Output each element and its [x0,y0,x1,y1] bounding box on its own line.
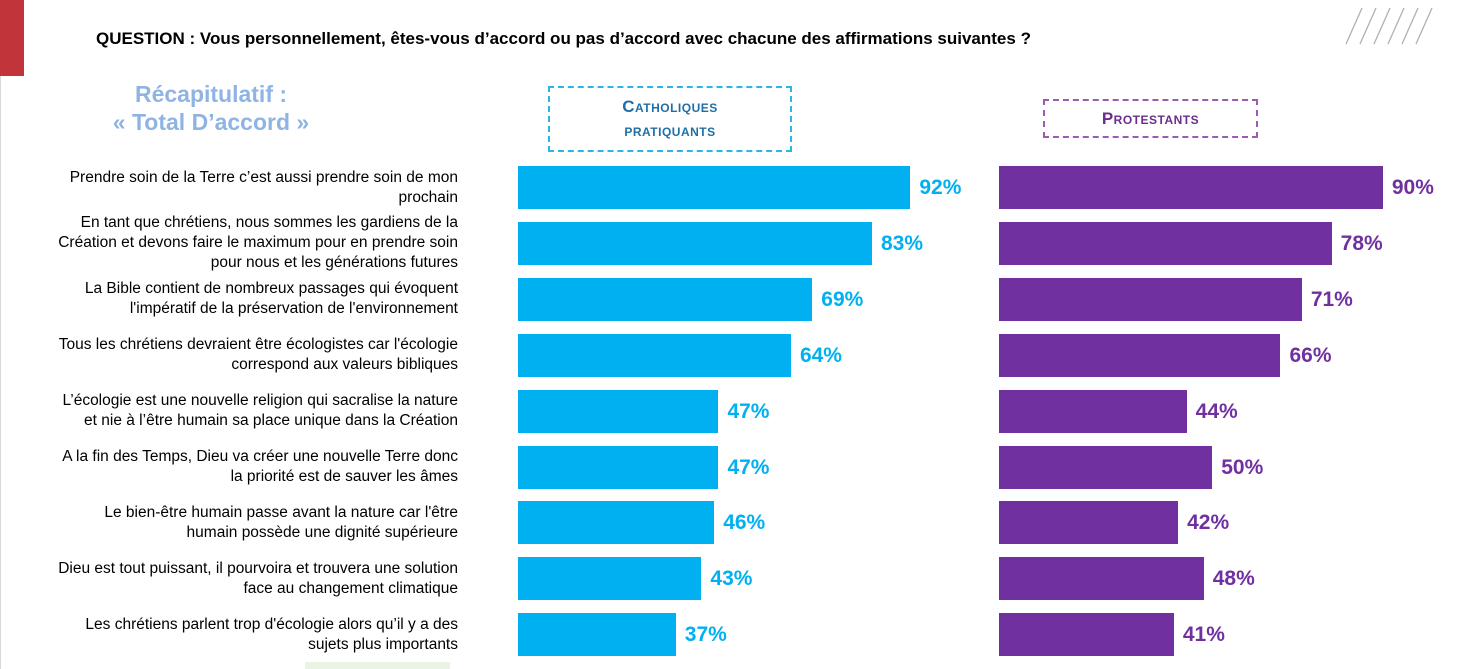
value-label-cath: 47% [727,455,770,479]
value-label-prot: 66% [1289,343,1332,367]
header-catholiques-line2: pratiquants [624,121,716,140]
value-label-prot: 44% [1195,399,1238,423]
bar-prot [999,277,1302,321]
statement-label-line: prochain [398,188,458,206]
statement-label-line: Tous les chrétiens devraient être écolog… [58,336,458,354]
accent-red-tab [0,0,24,76]
recap-title-line1: Récapitulatif : [134,81,288,107]
question-text: QUESTION : Vous personnellement, êtes-vo… [96,29,1031,48]
statement-label-line: Dieu est tout puissant, il pourvoira et … [58,559,458,577]
bar-cath [518,277,813,321]
header-catholiques: Catholiques pratiquants [548,86,792,152]
statement-label: La Bible contient de nombreux passages q… [20,279,458,319]
bar-prot [999,501,1179,545]
value-label-prot: 48% [1212,567,1255,591]
value-label-prot: 50% [1221,455,1264,479]
footer-green-tab [305,662,450,669]
statement-label: Le bien-être humain passe avant la natur… [20,503,458,543]
value-label-prot: 78% [1340,231,1383,255]
statement-label-line: Création et devons faire le maximum pour… [58,234,458,252]
value-label-prot: 42% [1187,511,1230,535]
statement-label-line: La Bible contient de nombreux passages q… [84,280,458,298]
statement-label: Dieu est tout puissant, il pourvoira et … [20,559,458,599]
statement-label-line: pour nous et les générations futures [210,254,458,272]
statement-label-line: Les chrétiens parlent trop d'écologie al… [85,615,458,633]
value-label-prot: 90% [1391,176,1434,199]
bar-prot [999,389,1187,433]
statement-label-line: la priorité est de sauver les âmes [230,468,458,485]
bar-cath [518,389,719,433]
recap-title: Récapitulatif : « Total D’accord » [86,80,336,136]
statement-label: L’écologie est une nouvelle religion qui… [20,391,458,431]
bar-cath [518,501,715,545]
left-border-line [0,76,1,669]
value-label-cath: 46% [723,511,766,535]
statement-label: A la fin des Temps, Dieu va créer une no… [20,447,458,487]
bar-cath [518,445,719,489]
statement-label: Prendre soin de la Terre c’est aussi pre… [20,168,458,208]
value-label-cath: 64% [799,343,842,367]
bar-prot [999,221,1332,265]
header-catholiques-line1: Catholiques [622,97,718,116]
value-label-cath: 83% [880,231,924,255]
recap-title-line2: « Total D’accord » [112,109,310,135]
bar-cath [518,221,872,265]
statement-label-line: correspond aux valeurs bibliques [231,356,458,374]
statement-label-line: L’écologie est une nouvelle religion qui… [62,392,458,410]
hatch-decoration-icon [1345,7,1433,45]
value-label-prot: 41% [1182,623,1225,647]
bar-cath [518,557,702,601]
statement-label-line: l'impératif de la préservation de l'envi… [129,300,458,318]
header-protestants-label: Protestants [1101,108,1200,128]
statement-label-line: Le bien-être humain passe avant la natur… [104,503,458,521]
value-label-cath: 92% [919,176,962,199]
statement-label-line: humain possède une dignité supérieure [186,523,458,541]
statement-label-line: Prendre soin de la Terre c’est aussi pre… [69,168,458,186]
statement-label: Les chrétiens parlent trop d'écologie al… [20,615,458,655]
value-label-cath: 47% [727,399,770,423]
statement-label-line: En tant que chrétiens, nous sommes les g… [80,214,458,232]
bar-cath [518,166,911,209]
statement-label-line: et nie à l’être humain sa place unique d… [84,412,458,430]
bar-cath [518,613,676,657]
bar-prot [999,445,1213,489]
bar-prot [999,333,1281,377]
statement-label: En tant que chrétiens, nous sommes les g… [20,213,458,273]
statement-label-line: sujets plus importants [308,635,458,653]
bar-cath [518,333,791,377]
value-label-cath: 43% [710,567,753,591]
statement-label-line: A la fin des Temps, Dieu va créer une no… [62,448,458,465]
value-label-cath: 37% [684,623,727,647]
statement-label: Tous les chrétiens devraient être écolog… [20,335,458,375]
bar-prot [999,166,1383,209]
bar-prot [999,613,1174,657]
value-label-cath: 69% [821,287,864,311]
statement-label-line: face au changement climatique [243,579,458,597]
value-label-prot: 71% [1310,287,1353,311]
header-protestants: Protestants [1043,99,1258,138]
bar-prot [999,557,1204,601]
